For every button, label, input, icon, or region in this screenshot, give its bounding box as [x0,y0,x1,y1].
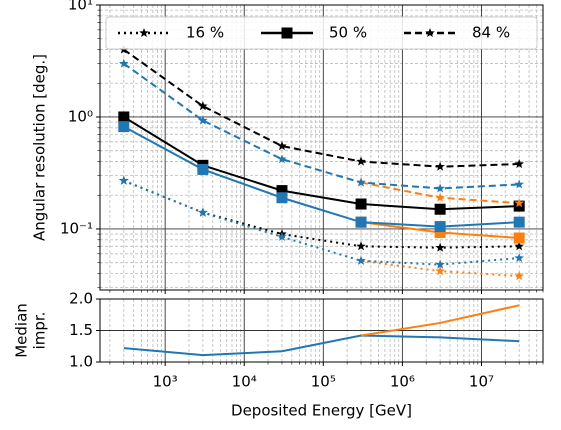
marker [513,232,525,244]
marker [276,185,288,197]
frame [99,4,544,291]
marker [434,221,446,233]
marker [277,231,287,241]
marker [198,115,208,125]
marker [435,183,445,193]
marker [277,141,287,151]
marker [198,207,208,217]
y-axis-label: Median [13,303,31,358]
marker [514,198,524,208]
legend-label: 50 % [329,24,367,42]
marker [435,161,445,171]
y-tick-label: 2.0 [69,290,93,308]
y-tick-label: 10⁻¹ [60,219,93,237]
y-tick-label: 10¹ [68,0,93,14]
marker [434,226,446,238]
marker [356,177,366,187]
x-tick-label: 10⁶ [390,373,415,391]
marker [277,154,287,164]
frame [99,298,544,363]
marker [514,253,524,263]
marker [118,121,130,133]
legend-marker [281,27,293,39]
marker [435,259,445,269]
marker [513,216,525,228]
marker [355,216,367,228]
marker [119,58,129,68]
series-line [360,304,520,337]
marker [356,241,366,251]
x-axis-label: Deposited Energy [GeV] [231,402,412,420]
series-line [123,116,520,211]
y-axis-label: Angular resolution [deg.] [31,54,49,241]
marker [356,156,366,166]
marker [435,242,445,252]
marker [435,192,445,202]
series-line [123,179,520,249]
marker [514,271,524,281]
marker [514,241,524,251]
series-line [123,334,520,357]
series-line [123,125,520,228]
marker [514,179,524,189]
legend-marker [139,28,149,37]
marker [355,198,367,210]
marker [276,192,288,204]
marker [198,101,208,111]
marker [435,266,445,276]
legend-label: 84 % [472,24,510,42]
series-line [123,48,520,168]
y-tick-label: 1.5 [69,321,93,339]
marker [118,111,130,123]
x-tick-label: 10³ [153,373,178,391]
x-tick-label: 10⁴ [232,373,257,391]
marker [356,255,366,265]
legend-label: 16 % [186,24,224,42]
x-tick-label: 10⁷ [469,373,494,391]
marker [513,200,525,212]
series-line [123,179,520,266]
x-tick-label: 10⁵ [311,373,336,391]
marker [514,159,524,169]
y-tick-label: 1.0 [69,353,93,371]
legend-marker [425,28,435,37]
marker [434,203,446,215]
marker [197,163,209,175]
marker [119,175,129,185]
legend-box [105,16,538,50]
y-tick-label: 10⁰ [68,107,93,125]
series-line [123,62,520,190]
plot-area [100,299,543,362]
y-axis-label: impr. [31,312,49,350]
